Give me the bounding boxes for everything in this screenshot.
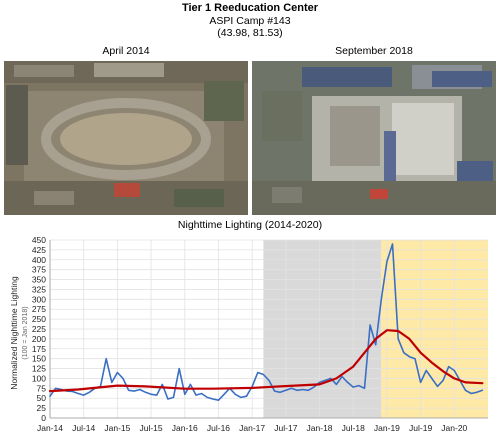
satellite-image-2018 [252,61,496,215]
x-tick-label: Jan-20 [441,423,467,433]
series-line-trend [48,329,484,393]
left-image-caption: April 2014 [102,45,150,57]
y-tick-label: 375 [32,265,46,275]
y-tick-label: 75 [37,383,47,393]
y-tick-label: 200 [32,334,46,344]
x-tick-label: Jan-16 [172,423,198,433]
x-tick-label: Jul-14 [72,423,95,433]
x-tick-label: Jul-18 [342,423,365,433]
y-tick-label: 400 [32,255,46,265]
y-tick-label: 325 [32,284,46,294]
page-subtitle: ASPI Camp #143 [209,15,291,27]
x-tick-label: Jan-14 [37,423,63,433]
y-axis-label: Normalized Nighttime Lighting [9,276,19,390]
y-tick-label: 175 [32,344,46,354]
x-tick-label: Jan-18 [307,423,333,433]
x-tick-label: Jan-15 [104,423,130,433]
y-tick-label: 150 [32,354,46,364]
x-tick-label: Jul-17 [274,423,297,433]
x-tick-label: Jul-19 [409,423,432,433]
y-tick-label: 225 [32,324,46,334]
right-image-caption: September 2018 [335,45,413,57]
y-axis-label-note: (100 = Jan 2018) [22,306,29,359]
y-tick-label: 425 [32,245,46,255]
y-tick-label: 350 [32,275,46,285]
satellite-image-2014 [4,61,248,215]
y-tick-label: 450 [32,235,46,245]
coordinates-label: (43.98, 81.53) [217,27,283,39]
x-tick-label: Jan-17 [239,423,265,433]
x-tick-label: Jul-15 [139,423,162,433]
chart-title: Nighttime Lighting (2014-2020) [177,219,323,231]
y-tick-label: 0 [41,413,46,423]
y-tick-label: 300 [32,294,46,304]
y-tick-label: 25 [37,403,47,413]
y-tick-label: 50 [37,393,47,403]
y-tick-label: 125 [32,364,46,374]
y-tick-label: 275 [32,304,46,314]
x-tick-label: Jan-19 [374,423,400,433]
x-tick-label: Jul-16 [207,423,230,433]
y-tick-label: 100 [32,373,46,383]
y-tick-label: 250 [32,314,46,324]
page-title: Tier 1 Reeducation Center [181,2,319,14]
series-line-monthly [49,243,484,402]
